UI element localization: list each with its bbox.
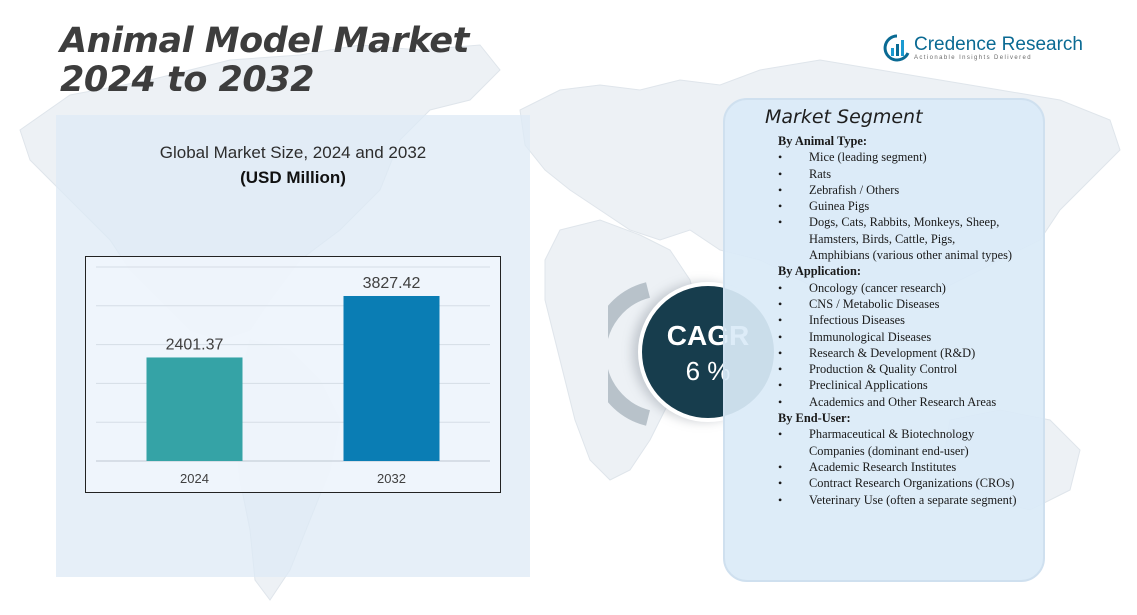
segment-title: Market Segment — [765, 106, 923, 128]
application-list: Oncology (cancer research) CNS / Metabol… — [778, 280, 1018, 411]
chart-title: Global Market Size, 2024 and 2032 — [159, 143, 427, 162]
logo-tagline: Actionable Insights Delivered — [914, 55, 1032, 61]
cagr-value: 6 % — [685, 356, 731, 386]
bar-chart: 2401.37 3827.42 2024 2032 — [96, 266, 490, 486]
chart-subtitle: (USD Million) — [240, 168, 346, 187]
animal-type-list: Mice (leading segment) Rats Zebrafish / … — [778, 149, 1018, 263]
cagr-arc-decoration — [608, 282, 651, 426]
list-item: Academics and Other Research Areas — [778, 394, 1018, 411]
market-segment-panel: Market Segment By Animal Type: Mice (lea… — [723, 98, 1045, 582]
bar-chart-plot-area: 2401.37 3827.42 2024 2032 — [85, 256, 501, 493]
bar-2024 — [146, 357, 243, 461]
list-item: Veterinary Use (often a separate segment… — [778, 492, 1018, 509]
list-item: Zebrafish / Others — [778, 182, 1018, 199]
segment-list: By Animal Type: Mice (leading segment) R… — [778, 133, 1018, 508]
list-item: Academic Research Institutes — [778, 459, 1018, 476]
end-user-list: Pharmaceutical & Biotechnology Companies… — [778, 426, 1018, 509]
list-item: CNS / Metabolic Diseases — [778, 296, 1018, 313]
chart-bars — [146, 295, 440, 461]
value-label-2024: 2401.37 — [166, 336, 224, 353]
group-heading-animal-type: By Animal Type: — [778, 134, 868, 148]
list-item: Production & Quality Control — [778, 361, 1018, 378]
logo-name: Credence Research — [914, 34, 1083, 55]
list-item: Contract Research Organizations (CROs) — [778, 475, 1018, 492]
list-item: Pharmaceutical & Biotechnology Companies… — [778, 426, 1018, 459]
list-item: Rats — [778, 166, 1018, 183]
group-heading-end-user: By End-User: — [778, 411, 851, 426]
list-item: Immunological Diseases — [778, 329, 1018, 346]
category-label-2032: 2032 — [377, 471, 406, 486]
page-title: Animal Model Market 2024 to 2032 — [60, 22, 469, 100]
group-heading-application: By Application: — [778, 264, 861, 279]
market-size-chart-panel: Global Market Size, 2024 and 2032 (USD M… — [56, 115, 530, 577]
list-item: Guinea Pigs — [778, 198, 1018, 215]
list-item: Research & Development (R&D) — [778, 345, 1018, 362]
credence-research-logo: Credence Research Actionable Insights De… — [882, 33, 1083, 67]
list-item: Oncology (cancer research) — [778, 280, 1018, 297]
category-label-2024: 2024 — [180, 471, 209, 486]
list-item: Infectious Diseases — [778, 312, 1018, 329]
title-line-2: 2024 to 2032 — [60, 60, 314, 100]
list-item: Mice (leading segment) — [778, 149, 1018, 166]
chart-category-labels: 2024 2032 — [180, 471, 406, 486]
list-item: Preclinical Applications — [778, 377, 1018, 394]
chart-value-labels: 2401.37 3827.42 — [166, 275, 421, 353]
value-label-2032: 3827.42 — [363, 275, 421, 292]
title-line-1: Animal Model Market — [60, 21, 469, 61]
bar-2032 — [343, 295, 440, 461]
list-item: Dogs, Cats, Rabbits, Monkeys, Sheep, Ham… — [778, 214, 1018, 263]
credence-logo-icon — [883, 34, 910, 62]
